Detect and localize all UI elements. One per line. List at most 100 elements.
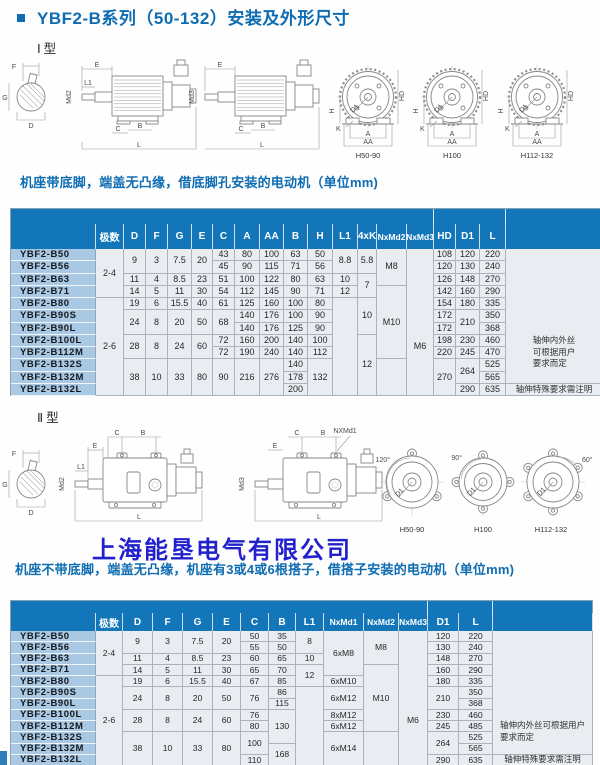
dim-label-g: G [2, 482, 7, 489]
cell-D: 24 [123, 687, 153, 710]
cell-C: 51 [213, 273, 235, 286]
col-header-H: H [308, 224, 333, 249]
cell-E: 30 [192, 285, 213, 298]
lug-view-4: 90° D1 H100 [451, 450, 515, 534]
type1-caption: 机座带底脚，端盖无凸缘，借底脚孔安装的电动机（单位mm) [20, 175, 379, 190]
cell-C: 100 [241, 732, 269, 755]
dim-label-a: A [450, 131, 455, 138]
row-label: YBF2-B132M [11, 743, 96, 755]
dim-label-l: L [137, 142, 141, 149]
cell-L: 368 [480, 322, 506, 335]
cell-D1: 230 [428, 709, 459, 721]
header-strip [506, 209, 600, 224]
cell-G: 7.5 [183, 631, 213, 654]
cell-B: 70 [269, 664, 296, 676]
dim-label-aa: AA [532, 139, 542, 146]
cell-D: 14 [123, 664, 153, 676]
dim-label-b: B [141, 430, 146, 437]
cell-NxMd2 [377, 359, 407, 396]
dim-label-f: F [12, 64, 16, 71]
cell-AA: 115 [260, 261, 284, 274]
cell-E: 40 [192, 298, 213, 311]
motor1-dims: C B E L1 Md2 L [59, 430, 203, 522]
dim-label-k: K [505, 126, 510, 133]
cell-L1: 10 [333, 273, 358, 286]
cell-HD: 172 [434, 322, 456, 335]
cell-HD: 120 [434, 261, 456, 274]
cell-B: 115 [269, 698, 296, 710]
cell-A: 140 [235, 322, 260, 335]
col-header-F: F [146, 224, 168, 249]
row-label: YBF2-B132L [11, 383, 96, 396]
col-header-B: B [269, 613, 296, 631]
dim-label-b: B [321, 430, 326, 437]
row-label: YBF2-B132M [11, 371, 96, 384]
cell-F: 8 [146, 310, 168, 335]
page-title: YBF2-B系列（50-132）安装及外形尺寸 [37, 9, 350, 28]
cell-D1: 130 [456, 261, 480, 274]
end-view-geometry [337, 65, 399, 147]
cell-NxMd1: 6xM8 [324, 631, 364, 676]
remark-text: 轴伸内外丝可根据用户 要求而定 [499, 720, 585, 742]
remark-text: 轴伸内外丝 可根据用户 要求而定 [532, 335, 576, 369]
cell-AA: 176 [260, 322, 284, 335]
cell-B: 35 [269, 631, 296, 643]
dim-label-b: B [261, 123, 266, 130]
motor2-dims: E Md3 C B L [189, 62, 320, 150]
cell-H: 56 [308, 261, 333, 274]
cell-F: 8 [146, 334, 168, 360]
dim-label-k: K [420, 126, 425, 133]
row-label: YBF2-B100L [11, 334, 96, 347]
type2-drawings: F G D C B [2, 428, 593, 534]
col-header-G: G [168, 224, 192, 249]
cell-K4: 7 [358, 273, 377, 298]
cell-E: 40 [213, 676, 241, 688]
cell-D1: 180 [428, 676, 459, 688]
row-label: YBF2-B56 [11, 642, 96, 654]
company-name: 上海能垦电气有限公司 [92, 535, 352, 564]
cell-E: 60 [192, 334, 213, 360]
dim-label-hd: HD [483, 91, 490, 101]
dim-label-hd: HD [399, 91, 406, 101]
row-label: YBF2-B132S [11, 359, 96, 372]
cell-E: 50 [192, 310, 213, 335]
type2-caption: 机座不带底脚，端盖无凸缘，机座有3或4或6根搭子，借搭子安装的电动机（单位mm) [15, 562, 515, 577]
cell-E: 20 [213, 631, 241, 654]
remark-text: 轴伸特殊要求需注明 [515, 383, 593, 394]
dim-label-l: L [317, 514, 321, 521]
cell-D: 11 [124, 273, 146, 286]
cell-L: 460 [480, 334, 506, 347]
cell-K4: 10 [358, 298, 377, 335]
cell-AA: 100 [260, 249, 284, 262]
dim-label-h: H [413, 108, 420, 113]
col-header-L1: L1 [333, 224, 358, 249]
row-label: YBF2-B63 [11, 273, 96, 286]
dim-label-e: E [273, 443, 278, 450]
cell-B: 140 [284, 347, 308, 360]
cell-A: 190 [235, 347, 260, 360]
col-header-NxMd3: NxMd3 [399, 613, 428, 631]
cell-L1: 8 [296, 631, 324, 654]
cell-B: 85 [269, 676, 296, 688]
cell-HD: 220 [434, 347, 456, 360]
lug-view-6: 60° D1 H112-132 [521, 448, 593, 534]
cell-L: 635 [480, 383, 506, 396]
cell-E: 50 [213, 687, 241, 710]
dim-label-h: H [329, 108, 336, 113]
cell-B: 63 [284, 249, 308, 262]
cell-B: 50 [269, 642, 296, 654]
col-header-L1: L1 [296, 613, 324, 631]
cell-remark [493, 631, 593, 710]
cell-AA: 160 [260, 298, 284, 311]
cell-AA: 200 [260, 334, 284, 347]
cell-F: 8 [153, 709, 183, 733]
col-header-jishu: 极数 [96, 613, 123, 631]
cell-E: 23 [213, 653, 241, 665]
cell-C: 50 [241, 631, 269, 643]
cell-G: 20 [183, 687, 213, 710]
dim-label-d: D [28, 123, 33, 130]
cell-C: 45 [213, 261, 235, 274]
cell-AA: 276 [260, 359, 284, 396]
cell-G: 24 [168, 334, 192, 360]
